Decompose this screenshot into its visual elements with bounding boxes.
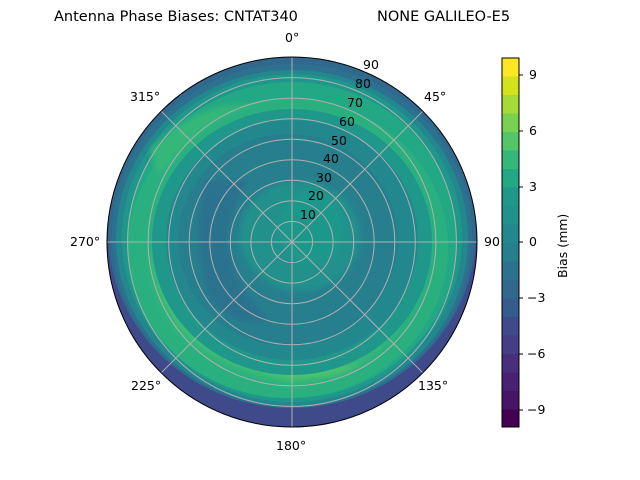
angle-label-0: 0° [285, 30, 300, 45]
radial-label-90: 90 [363, 57, 379, 72]
radial-label-30: 30 [316, 170, 332, 185]
colorbar-tick: 6 [529, 123, 537, 138]
colorbar-tick: 0 [529, 234, 537, 249]
radial-gridlines [107, 57, 477, 427]
radial-label-80: 80 [355, 76, 371, 91]
colorbar-tick: −3 [527, 290, 546, 305]
radial-label-10: 10 [300, 207, 316, 222]
chart-title: Antenna Phase Biases: CNTAT340 [54, 9, 298, 25]
colorbar-label: Bias (mm) [555, 213, 570, 278]
radial-label-70: 70 [347, 95, 363, 110]
colorbar-tick: 3 [529, 179, 537, 194]
angle-label-135: 135° [418, 378, 449, 393]
angle-label-180: 180° [276, 438, 307, 453]
angle-label-315: 315° [130, 89, 161, 104]
angle-label-270: 270° [70, 234, 101, 249]
colorbar-tick: −9 [527, 402, 546, 417]
colorbar-tick: −6 [527, 346, 546, 361]
angle-label-45: 45° [424, 89, 447, 104]
radial-label-40: 40 [323, 151, 339, 166]
polar-frame [106, 56, 478, 428]
angle-label-225: 225° [131, 378, 162, 393]
angle-label-90: 90 [484, 234, 500, 249]
colorbar [501, 57, 523, 428]
chart-subtitle: NONE GALILEO-E5 [377, 9, 511, 25]
radial-label-50: 50 [331, 133, 347, 148]
radial-label-60: 60 [339, 114, 355, 129]
radial-label-20: 20 [308, 188, 324, 203]
colorbar-tick: 9 [529, 67, 537, 82]
